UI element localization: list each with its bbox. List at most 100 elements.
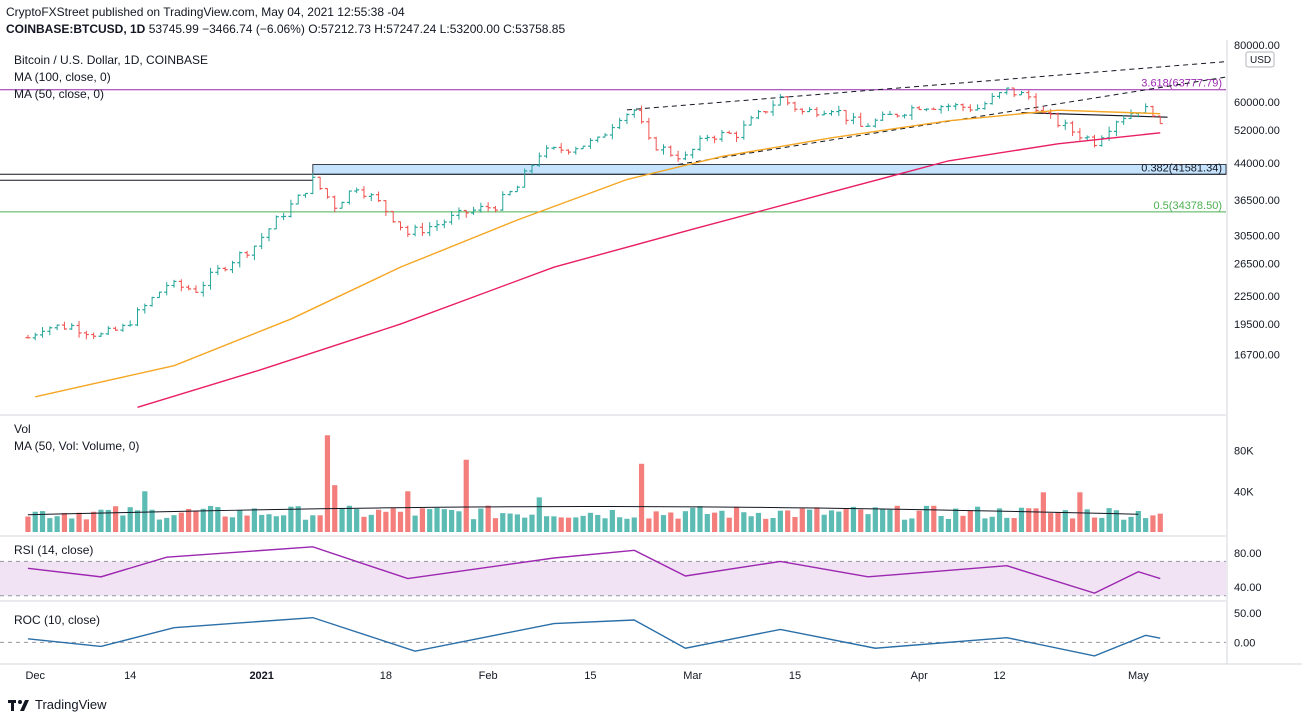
price-tick-label: 60000.00 — [1234, 97, 1280, 109]
volume-bar — [675, 518, 681, 532]
volume-bar — [748, 516, 754, 532]
roc-title: ROC (10, close) — [14, 613, 101, 627]
volume-bar — [960, 515, 966, 532]
volume-bar — [295, 506, 301, 532]
volume-bar — [741, 512, 747, 532]
x-tick-label: Feb — [479, 670, 498, 682]
volume-bar — [682, 511, 689, 532]
volume-bar — [492, 518, 499, 532]
volume-bar — [653, 511, 659, 532]
volume-bar — [354, 508, 360, 532]
close-label: C: — [503, 22, 516, 36]
price-tick-label: 19500.00 — [1234, 319, 1280, 331]
price-tick-label: 52000.00 — [1234, 125, 1280, 137]
volume-bar — [982, 518, 988, 532]
volume-bar — [872, 507, 878, 532]
volume-bar — [660, 515, 667, 532]
volume-bar — [32, 511, 38, 532]
volume-bar — [631, 517, 637, 532]
price-tick-label: 36500.00 — [1234, 195, 1280, 207]
volume-bar — [777, 510, 783, 532]
volume-bar — [1062, 510, 1068, 532]
volume-bar — [638, 463, 645, 532]
volume-bar — [821, 514, 827, 532]
volume-bar — [953, 508, 959, 532]
volume-bar — [763, 518, 769, 532]
x-tick-label: 15 — [584, 670, 596, 682]
volume-title: Vol — [14, 422, 31, 436]
volume-bar — [164, 517, 170, 532]
volume-bar — [1099, 517, 1105, 532]
trendline — [1021, 112, 1168, 118]
volume-bar — [989, 516, 995, 532]
volume-bar — [1033, 508, 1039, 532]
volume-bar — [543, 516, 550, 532]
close-value: 53758.85 — [515, 22, 566, 36]
currency-label: USD — [1250, 55, 1271, 66]
volume-bar — [646, 518, 652, 532]
volume-bar — [273, 516, 279, 532]
volume-bar — [668, 512, 674, 532]
volume-ma-label: MA (50, Vol: Volume, 0) — [14, 439, 140, 453]
volume-bar — [397, 511, 404, 532]
volume-bar — [726, 517, 732, 532]
volume-bar — [1011, 518, 1017, 532]
volume-bar — [1077, 492, 1083, 532]
volume-bar — [178, 512, 184, 532]
volume-bar — [456, 511, 462, 532]
volume-bar — [770, 518, 776, 532]
volume-bar — [558, 517, 564, 532]
x-tick-label: 18 — [380, 670, 392, 682]
volume-bar — [799, 508, 805, 532]
volume-bar — [814, 507, 820, 532]
price-tick-label: 16700.00 — [1234, 350, 1280, 362]
volume-bar — [1157, 513, 1163, 532]
price-tick-label: 44000.00 — [1234, 158, 1280, 170]
volume-bar — [880, 509, 886, 532]
volume-bar — [317, 515, 323, 532]
roc-line — [27, 616, 1161, 657]
volume-bar — [339, 507, 345, 532]
volume-bar — [1004, 517, 1010, 532]
volume-bar — [485, 505, 491, 532]
volume-bar — [441, 509, 447, 532]
tradingview-logo[interactable]: TradingView — [8, 697, 107, 712]
roc-tick-label: 50.00 — [1234, 608, 1262, 620]
volume-bar — [76, 512, 82, 532]
volume-bar — [251, 508, 257, 532]
volume-bar — [390, 508, 396, 532]
volume-bar — [1121, 519, 1127, 532]
volume-bar — [259, 514, 265, 532]
volume-bar — [602, 518, 608, 532]
volume-tick-label: 80K — [1234, 446, 1254, 458]
volume-bar — [91, 511, 97, 532]
fib-level-label: 0.5(34378.50) — [1154, 200, 1223, 212]
volume-bar — [83, 519, 89, 532]
volume-bar — [785, 510, 791, 532]
volume-bar — [507, 513, 513, 532]
price-tick-label: 26500.00 — [1234, 258, 1280, 270]
volume-bar — [551, 516, 557, 532]
volume-bar — [580, 515, 586, 532]
ma100-line — [137, 132, 1161, 408]
volume-bar — [704, 514, 710, 532]
price-tick-label: 80000.00 — [1234, 40, 1280, 52]
volume-bar — [975, 506, 981, 532]
rsi-band — [0, 561, 1226, 596]
volume-bar — [25, 516, 31, 532]
legend-title: Bitcoin / U.S. Dollar, 1D, COINBASE — [14, 53, 209, 67]
volume-bar — [850, 506, 857, 532]
volume-bar — [478, 508, 484, 532]
volume-bar — [573, 517, 579, 532]
last-price: 53745.99 — [148, 22, 199, 36]
volume-bar — [98, 509, 104, 532]
volume-bar — [361, 516, 367, 532]
volume-bar — [1048, 513, 1054, 532]
rsi-tick-label: 40.00 — [1234, 582, 1262, 594]
low-label: L: — [439, 22, 450, 36]
symbol-name: COINBASE:BTCUSD, 1D — [6, 22, 146, 36]
rsi-tick-label: 80.00 — [1234, 548, 1262, 560]
volume-bar — [302, 519, 309, 532]
x-tick-label: 12 — [993, 670, 1005, 682]
